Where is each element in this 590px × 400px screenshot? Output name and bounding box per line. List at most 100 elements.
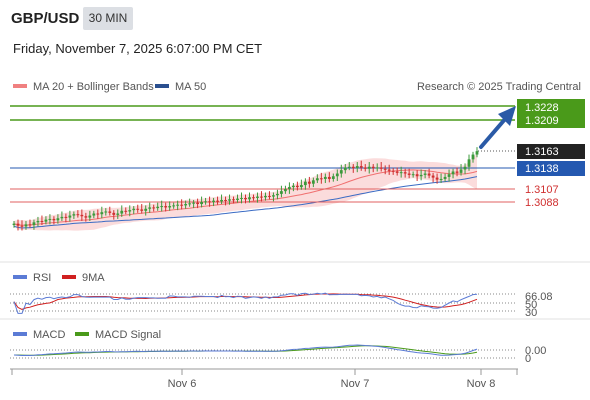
candle-body (220, 199, 223, 202)
candle-body (212, 200, 215, 202)
rsi-tick-30: 30 (525, 307, 537, 319)
candle-body (12, 223, 16, 226)
ma50-line (13, 176, 478, 229)
candle-body (124, 210, 128, 212)
candle-body (288, 187, 291, 190)
source-credit: Research © 2025 Trading Central (417, 81, 581, 93)
candle-body (204, 201, 207, 203)
candle-body (36, 220, 40, 223)
x-label-nov7: Nov 7 (341, 378, 370, 390)
x-axis: Nov 6 Nov 7 Nov 8 (11, 369, 518, 390)
candle-body (455, 171, 459, 173)
candle-body (60, 216, 64, 219)
legend-swatch-ma50 (155, 84, 169, 88)
candle-body (16, 223, 20, 226)
candle-body (303, 181, 307, 186)
x-label-nov8: Nov 8 (467, 378, 496, 390)
candle-body (164, 206, 168, 208)
tag-pivot: 1.3138 (525, 163, 559, 175)
candle-body (415, 174, 419, 177)
candle-body (140, 209, 144, 211)
tag-last-bg (517, 144, 585, 159)
candle-body (172, 205, 176, 207)
candle-body (355, 166, 359, 169)
candle-body (100, 212, 104, 215)
candle-body (236, 198, 239, 200)
candle-body (351, 166, 355, 169)
candle-body (188, 203, 192, 205)
candle-body (112, 212, 116, 215)
candle-body (32, 222, 36, 226)
candle-body (148, 207, 152, 209)
candle-body (375, 167, 379, 169)
candle-body (411, 174, 415, 176)
legend-swatch-ma20 (13, 84, 27, 88)
legend-9ma: 9MA (82, 272, 105, 284)
tag-support-1: 1.3107 (525, 184, 559, 196)
candle-body (335, 173, 339, 177)
candle-body (248, 197, 251, 200)
candle-body (299, 185, 303, 188)
legend-macd-signal: MACD Signal (95, 329, 161, 341)
legend-swatch-rsi (13, 275, 27, 279)
candle-body (80, 214, 84, 217)
macd-tick-value: 0.00 (525, 345, 546, 357)
rsi-panel: RSI 9MA 66.08 50 30 (10, 272, 553, 319)
candle-body (407, 173, 411, 175)
legend-ma50: MA 50 (175, 81, 206, 93)
candle-body (331, 176, 335, 179)
candle-body (399, 172, 403, 174)
candle-body (459, 169, 463, 173)
legend-swatch-9ma (62, 275, 76, 279)
candle-body (268, 195, 271, 197)
candle-body (64, 216, 68, 218)
candle-body (295, 185, 299, 188)
candle-body (44, 219, 48, 222)
candle-body (256, 196, 259, 198)
candle-body (224, 199, 227, 201)
candle-body (96, 213, 100, 215)
candle-body (323, 176, 327, 179)
candle-body (116, 213, 120, 215)
rsi-9ma-line (13, 293, 478, 310)
tag-target-2-bg (517, 113, 585, 128)
candle-body (319, 178, 323, 180)
candle-body (359, 166, 363, 168)
candle-body (264, 195, 267, 198)
candle-body (56, 218, 60, 221)
level-tags: 1.3228 1.3209 1.3163 1.3138 1.3107 1.308… (517, 99, 585, 209)
candle-body (232, 199, 235, 201)
candle-body (395, 171, 399, 173)
candle-body (160, 206, 164, 208)
candle-body (196, 202, 200, 205)
tag-pivot-bg (517, 161, 585, 176)
timeframe-badge[interactable]: 30 MIN (83, 7, 133, 30)
candle-body (451, 171, 455, 175)
candle-body (367, 166, 371, 169)
candle-body (447, 174, 451, 177)
candle-body (24, 224, 28, 227)
header: GBP/USD 30 MIN (0, 0, 590, 34)
candle-body (272, 195, 275, 197)
candle-body (176, 204, 180, 206)
candle-body (307, 181, 311, 184)
candle-body (40, 220, 44, 222)
candle-body (52, 218, 56, 221)
candle-body (84, 216, 88, 218)
candle-body (419, 174, 423, 177)
rsi-line (13, 292, 478, 314)
tag-last: 1.3163 (525, 146, 559, 158)
candle-body (280, 191, 283, 194)
candle-body (276, 193, 279, 196)
candle-body (471, 154, 475, 160)
legend-swatch-macd (13, 332, 27, 336)
candle-body (132, 208, 136, 211)
candle-body (92, 213, 96, 216)
candle-body (343, 167, 347, 171)
macd-line (13, 344, 478, 357)
rsi-tick-value: 66.08 (525, 291, 553, 303)
legend-ma20: MA 20 + Bollinger Bands (33, 81, 154, 93)
candle-body (311, 180, 315, 184)
candle-body (347, 166, 351, 168)
